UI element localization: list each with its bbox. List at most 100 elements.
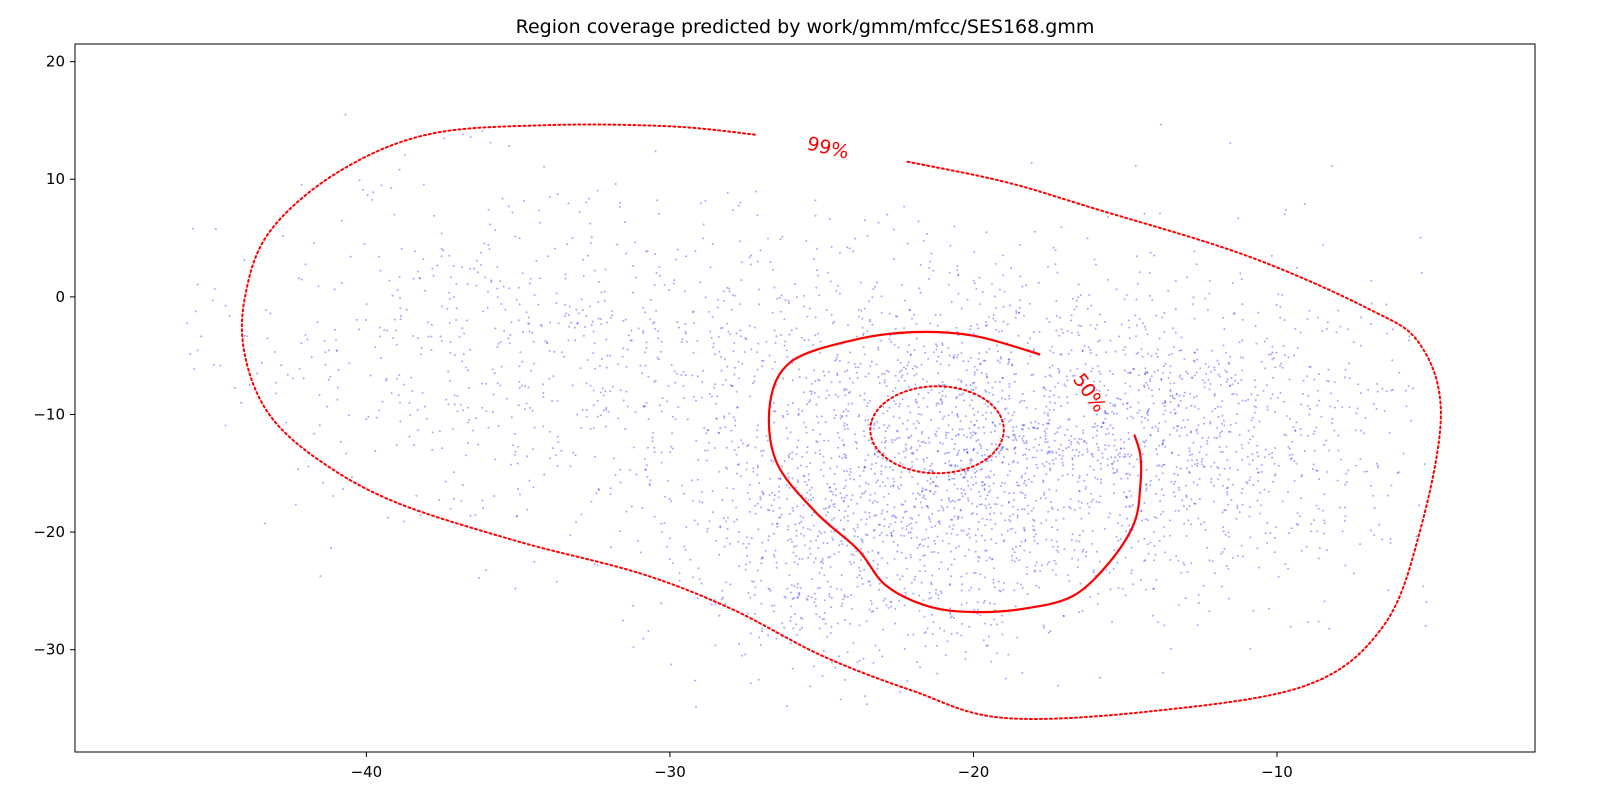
scatter-point: [1188, 471, 1191, 474]
scatter-point: [1258, 566, 1261, 569]
scatter-point: [1277, 293, 1280, 296]
scatter-point: [839, 519, 842, 522]
scatter-point: [843, 595, 846, 598]
scatter-point: [539, 221, 541, 224]
scatter-point: [1169, 647, 1172, 650]
scatter-point: [953, 558, 956, 561]
scatter-point: [948, 460, 951, 463]
scatter-point: [1253, 411, 1256, 414]
scatter-point: [814, 598, 817, 600]
scatter-point: [1317, 389, 1320, 392]
scatter-point: [893, 439, 896, 441]
scatter-point: [1086, 237, 1089, 240]
scatter-point: [957, 433, 960, 436]
scatter-point: [773, 286, 776, 289]
scatter-point: [1191, 303, 1194, 306]
scatter-point: [405, 308, 408, 311]
scatter-point: [858, 624, 861, 627]
scatter-point: [896, 573, 899, 576]
scatter-point: [634, 241, 636, 244]
scatter-point: [867, 483, 870, 486]
scatter-point: [1333, 406, 1336, 409]
scatter-point: [1032, 426, 1035, 429]
scatter-point: [749, 561, 752, 564]
scatter-point: [592, 330, 595, 333]
scatter-point: [880, 464, 883, 467]
scatter-point: [908, 523, 910, 526]
scatter-point: [871, 549, 874, 552]
scatter-point: [922, 378, 924, 381]
scatter-point: [644, 468, 647, 471]
scatter-point: [1149, 434, 1152, 436]
scatter-point: [800, 336, 803, 339]
scatter-point: [941, 390, 944, 393]
scatter-point: [233, 386, 236, 389]
scatter-point: [869, 400, 872, 402]
scatter-point: [1001, 389, 1004, 392]
scatter-point: [993, 602, 996, 605]
scatter-point: [563, 355, 566, 358]
scatter-point: [1300, 475, 1303, 478]
scatter-point: [621, 355, 624, 358]
scatter-point: [807, 556, 810, 559]
scatter-point: [925, 505, 928, 508]
scatter-point: [639, 551, 642, 554]
scatter-point: [1271, 452, 1274, 454]
scatter-point: [970, 586, 973, 589]
scatter-point: [922, 496, 925, 499]
scatter-point: [1301, 392, 1304, 395]
scatter-point: [722, 299, 725, 302]
scatter-point: [1323, 600, 1326, 603]
scatter-point: [1251, 416, 1254, 419]
scatter-point: [1006, 323, 1009, 326]
scatter-point: [744, 653, 747, 656]
scatter-point: [806, 403, 808, 406]
scatter-point: [1093, 386, 1096, 389]
scatter-point: [942, 507, 945, 510]
scatter-point: [1294, 429, 1297, 432]
scatter-point: [931, 470, 934, 473]
scatter-point: [702, 223, 705, 226]
scatter-point: [1137, 389, 1140, 392]
scatter-point: [880, 312, 883, 314]
scatter-point: [1422, 585, 1425, 588]
scatter-point: [827, 556, 830, 559]
scatter-point: [879, 485, 882, 488]
scatter-point: [949, 611, 951, 614]
scatter-point: [775, 335, 778, 338]
scatter-point: [474, 514, 477, 517]
scatter-point: [992, 317, 995, 320]
scatter-point: [1249, 476, 1252, 479]
scatter-point: [641, 507, 644, 509]
scatter-point: [692, 311, 695, 314]
scatter-point: [1016, 508, 1019, 511]
scatter-point: [816, 535, 819, 538]
scatter-point: [792, 509, 795, 512]
scatter-point: [939, 411, 941, 413]
scatter-point: [1078, 437, 1081, 440]
scatter-point: [729, 542, 731, 545]
scatter-point: [748, 256, 751, 259]
scatter-point: [1252, 484, 1255, 487]
scatter-point: [715, 539, 718, 542]
scatter-point: [867, 372, 870, 375]
scatter-point: [503, 330, 506, 333]
scatter-point: [417, 429, 419, 432]
scatter-point: [978, 491, 981, 493]
scatter-point: [1096, 459, 1099, 462]
scatter-point: [1264, 340, 1267, 343]
scatter-point: [921, 487, 924, 490]
scatter-point: [813, 601, 816, 604]
scatter-point: [860, 518, 863, 521]
scatter-point: [877, 348, 880, 351]
scatter-point: [988, 485, 991, 488]
scatter-point: [932, 481, 935, 484]
scatter-point: [590, 324, 593, 327]
scatter-point: [859, 496, 862, 499]
scatter-point: [911, 460, 914, 463]
scatter-point: [1015, 439, 1018, 442]
scatter-point: [965, 534, 968, 536]
scatter-point: [867, 300, 870, 303]
scatter-point: [1339, 458, 1342, 461]
scatter-point: [642, 306, 645, 309]
